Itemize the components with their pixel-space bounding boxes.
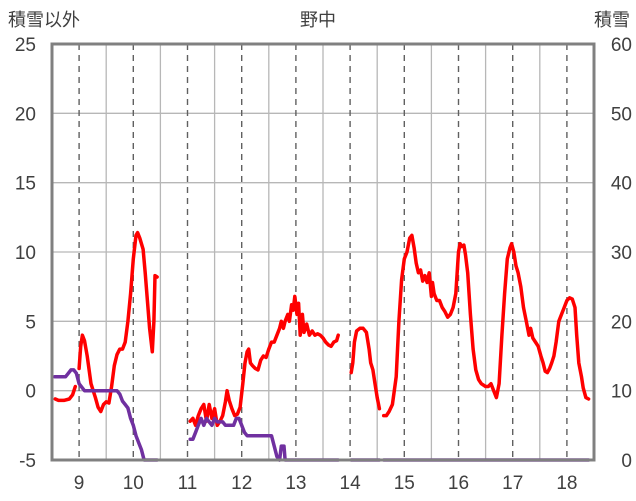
chart-title: 野中 [300,10,336,31]
y-right-axis-label: 積雪 [594,10,630,31]
y-left-tick-label: -5 [19,451,36,472]
x-tick-label: 13 [285,473,306,494]
series-2-line [188,416,340,462]
y-right-tick-labels: 60 50 40 30 20 10 0 [611,35,632,472]
x-tick-label: 9 [74,473,85,494]
y-left-tick-label: 5 [25,312,36,333]
y-left-tick-label: 15 [15,174,36,195]
x-tick-label: 15 [394,473,415,494]
x-tick-label: 14 [340,473,362,494]
y-right-tick-label: 20 [611,312,632,333]
y-left-tick-labels: 25 20 15 10 5 0 -5 [15,35,36,472]
x-tick-label: 17 [502,473,523,494]
series-2-line [52,368,159,462]
plot-frame [50,42,596,462]
series-1-line [188,294,340,428]
y-right-tick-label: 0 [621,451,632,472]
y-left-tick-label: 0 [25,382,36,403]
series-1-line [53,384,78,403]
y-right-tick-label: 60 [611,35,632,56]
y-left-axis-label: 積雪以外 [8,10,80,31]
y-left-tick-label: 20 [15,104,36,125]
series-layer [52,230,591,462]
x-tick-label: 16 [448,473,469,494]
x-tick-label: 12 [231,473,252,494]
series-1-line [77,230,159,414]
y-right-tick-label: 30 [611,243,632,264]
x-tick-label: 10 [123,473,144,494]
y-left-tick-label: 10 [15,243,36,264]
y-right-tick-label: 40 [611,174,632,195]
series-1-line [381,233,591,418]
y-left-tick-label: 25 [15,35,36,56]
y-right-tick-label: 50 [611,104,632,125]
x-tick-label: 11 [178,473,198,494]
y-right-tick-label: 10 [611,382,632,403]
series-1-line [349,326,382,411]
x-tick-label: 18 [556,473,577,494]
x-tick-labels: 9 10 11 12 13 14 15 16 17 18 [74,473,578,494]
